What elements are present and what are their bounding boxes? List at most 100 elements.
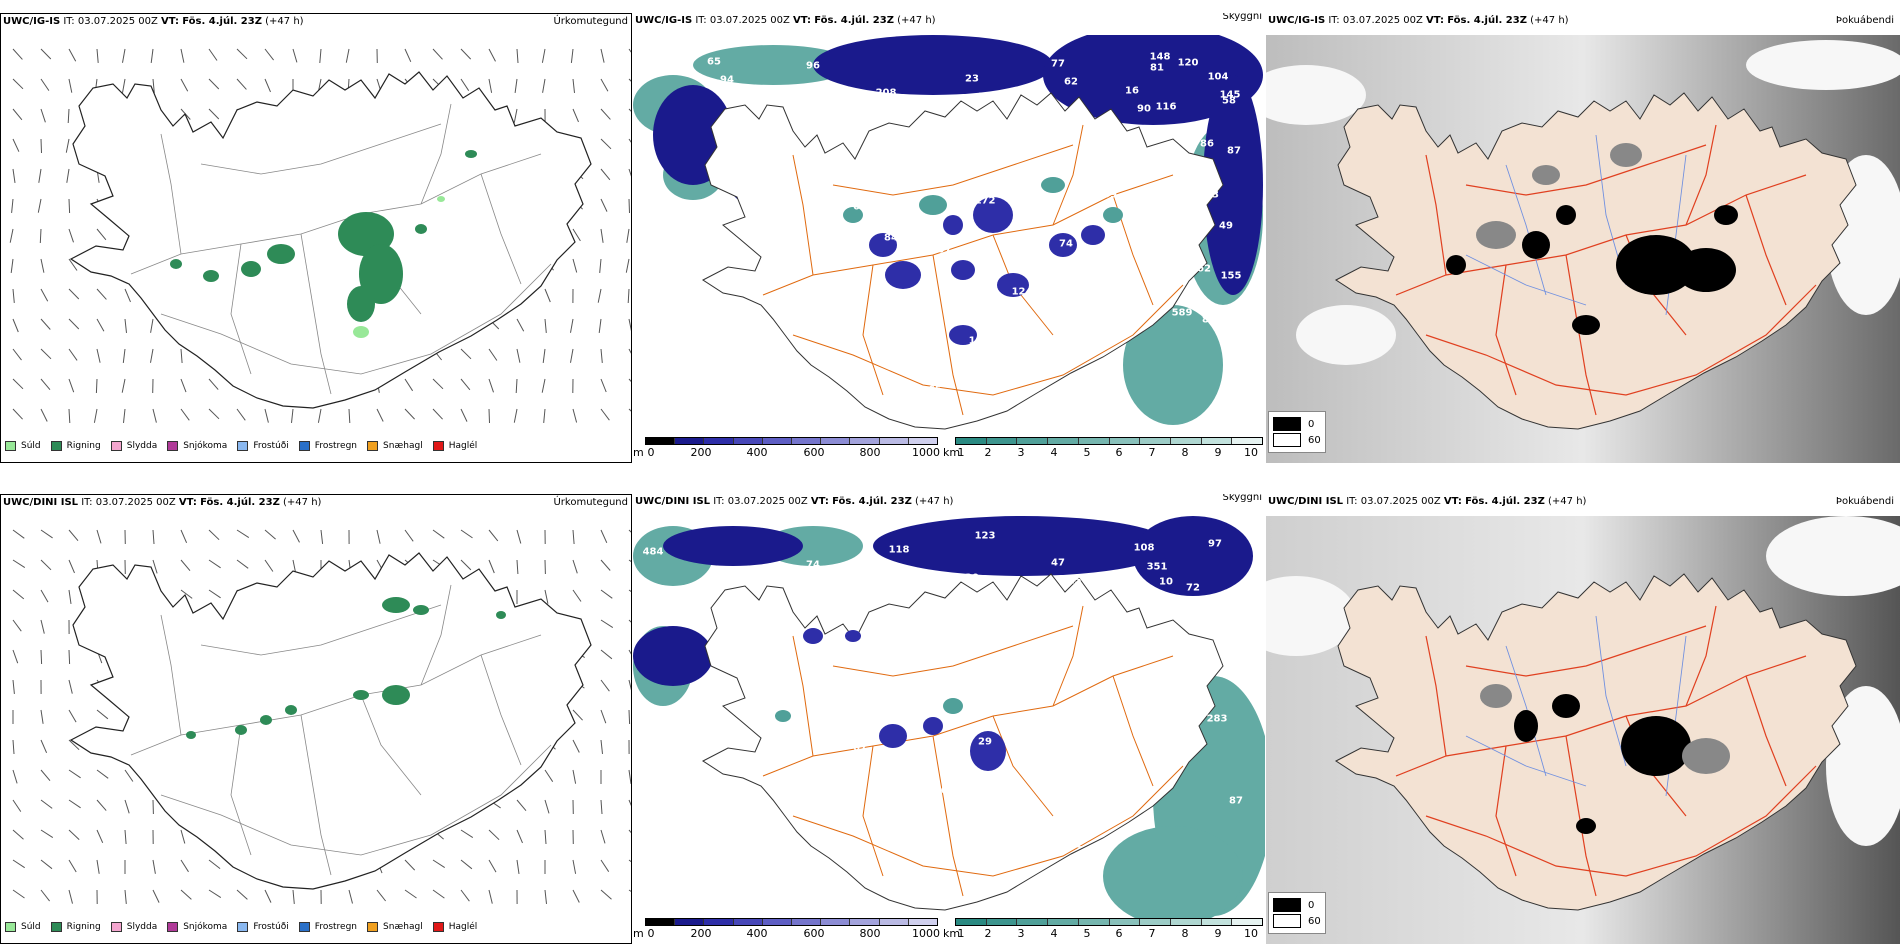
colorbar-tick: 400 [746, 927, 768, 940]
colorbar-segment [733, 438, 763, 444]
wind-barb [68, 48, 77, 62]
road-line [1425, 154, 1447, 276]
precip-legend: Súld Rigning Slydda Snjókoma Frostúði Frostre… [5, 922, 477, 932]
wind-barb [264, 78, 271, 93]
field-blob [353, 690, 369, 700]
wind-barb [488, 829, 500, 841]
field-blob [943, 698, 963, 714]
cloud-base-value: 81 [1150, 62, 1164, 74]
wind-barb [122, 348, 126, 363]
wind-barb [626, 228, 630, 243]
field-blob [1123, 305, 1223, 425]
precip-swatch [367, 922, 379, 932]
wind-barb [572, 78, 575, 93]
panel-title: UWC/DINI ISL IT: 03.07.2025 00Z VT: Fös.… [635, 496, 954, 507]
precip-swatch [5, 441, 16, 451]
wind-barb [96, 529, 102, 544]
cloud-base-value: 39 [978, 91, 992, 103]
road-line [792, 765, 1184, 877]
wind-barb [513, 108, 518, 123]
precip-label: Súld [21, 441, 41, 451]
wind-barb [317, 408, 322, 423]
cloud-base-value: 589 [1171, 307, 1193, 319]
field-blob [1532, 165, 1560, 185]
precip-label: Frostúði [253, 441, 289, 451]
cloud-base-value: 16 [1125, 85, 1139, 97]
precip-swatch [110, 441, 122, 451]
cloud-base-value: 351 [1146, 561, 1168, 573]
cloud-base-value: 145 [886, 833, 908, 845]
wind-barb [376, 408, 384, 422]
wind-barb [68, 679, 73, 694]
field-blob [879, 724, 907, 748]
wind-barb [348, 408, 351, 424]
colorbar-tick: 1 [957, 446, 965, 459]
road-line [862, 745, 884, 877]
fog-map [1266, 35, 1900, 463]
cloud-base-value: 94 [720, 74, 734, 86]
precip-map [12, 529, 631, 905]
cloud-base-value: 60 [1227, 619, 1241, 631]
cloud-base-value: 155 [1220, 270, 1242, 282]
wind-barb [348, 889, 353, 904]
precip-swatch [167, 922, 179, 932]
wind-barb [208, 108, 220, 120]
wind-barb [180, 829, 186, 844]
wind-barb [12, 168, 16, 183]
field-blob [1616, 235, 1696, 295]
cloud-base-value: 86 [1200, 138, 1214, 150]
wind-barb [628, 799, 631, 806]
fog-panel-top: UWC/IG-IS IT: 03.07.2025 00Z VT: Fös. 4.… [1266, 13, 1900, 463]
field-blob [1049, 233, 1077, 257]
road-line [1685, 124, 1717, 226]
field-blob [382, 597, 410, 613]
wind-barb [236, 78, 247, 90]
cloud-base-value: 83 [1022, 347, 1036, 359]
wind-barb [208, 889, 222, 899]
wind-barb [264, 48, 274, 61]
wind-barb [180, 408, 190, 421]
wind-barb [404, 859, 416, 871]
cloud-base-value: 484 [642, 546, 664, 558]
cloud-base-value: 929 [893, 694, 915, 706]
iceland-coastline [69, 71, 592, 409]
wind-barb [40, 859, 53, 870]
fog-map [1266, 516, 1900, 944]
field-blob [1133, 516, 1253, 596]
wind-barb [628, 859, 631, 863]
precip-swatch [432, 441, 444, 451]
wind-barb [572, 859, 577, 874]
road-line [832, 144, 1074, 196]
precip-label: Snæhagl [383, 441, 423, 451]
precip-legend-item: Slydda [110, 441, 157, 451]
field-blob [885, 261, 921, 289]
cloud-base-value: 97 [1208, 538, 1222, 550]
field-blob [1826, 686, 1900, 846]
wind-barb [12, 408, 23, 420]
wind-barb [208, 408, 220, 420]
cloud-base-value: 82 [1022, 688, 1036, 700]
wind-barb [628, 649, 631, 655]
wind-barb [68, 859, 77, 873]
field-blob [951, 260, 975, 280]
colorbar-segment [675, 438, 705, 444]
field-blob [869, 233, 897, 257]
wind-barb [292, 529, 300, 543]
field-blob [241, 261, 261, 277]
wind-barb [516, 859, 520, 874]
colorbar-segment [675, 919, 705, 925]
wind-barb [40, 889, 50, 902]
wind-barb [68, 589, 72, 604]
wind-barb [124, 889, 127, 904]
cloud-base-value: 208 [875, 87, 897, 99]
wind-barb [236, 408, 246, 421]
wind-barb [572, 589, 582, 602]
precip-legend-item: Frostúði [237, 922, 289, 932]
wind-barb [516, 348, 521, 363]
cloud-base-value: 122 [1062, 839, 1084, 851]
wind-barb [513, 408, 518, 423]
cloud-base-colorbar: m 0 200 400 600 800 1000 [633, 918, 940, 943]
wind-barb [40, 769, 51, 782]
colorbar-segment [821, 919, 851, 925]
wind-barb [12, 318, 19, 333]
